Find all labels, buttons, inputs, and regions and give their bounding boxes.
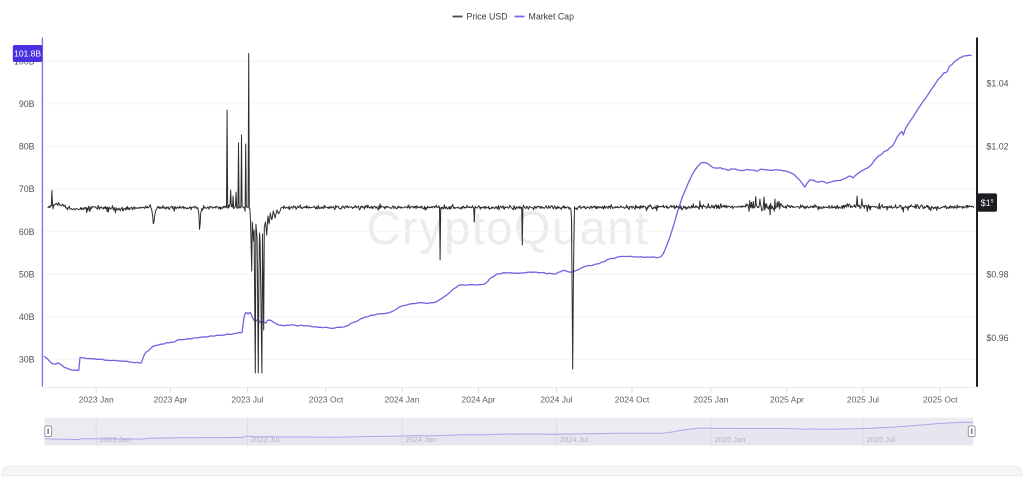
svg-text:2024 Jan: 2024 Jan xyxy=(385,395,420,405)
svg-text:30B: 30B xyxy=(19,355,35,365)
svg-text:2025 Jul: 2025 Jul xyxy=(847,395,879,405)
svg-text:$1.02: $1.02 xyxy=(987,141,1009,151)
svg-text:2023 Jan: 2023 Jan xyxy=(79,395,114,405)
svg-text:$1s: $1s xyxy=(981,198,994,208)
svg-text:$1.04: $1.04 xyxy=(987,78,1009,88)
svg-text:50B: 50B xyxy=(19,269,35,279)
svg-text:$0.96: $0.96 xyxy=(987,333,1009,343)
svg-text:2025 Apr: 2025 Apr xyxy=(770,395,804,405)
svg-text:$0.98: $0.98 xyxy=(987,269,1009,279)
svg-text:40B: 40B xyxy=(19,312,35,322)
svg-text:Price USD: Price USD xyxy=(467,12,508,22)
svg-text:2024 Jul: 2024 Jul xyxy=(540,395,572,405)
svg-text:Market Cap: Market Cap xyxy=(529,12,575,22)
svg-text:2024 Jul: 2024 Jul xyxy=(560,435,589,444)
svg-text:2024 Jan: 2024 Jan xyxy=(406,435,437,444)
svg-text:2025 Jan: 2025 Jan xyxy=(694,395,729,405)
svg-text:60B: 60B xyxy=(19,227,35,237)
svg-text:2024 Oct: 2024 Oct xyxy=(615,395,650,405)
svg-text:2025 Jul: 2025 Jul xyxy=(867,435,896,444)
svg-text:101.8B: 101.8B xyxy=(14,49,41,59)
svg-text:2023 Jul: 2023 Jul xyxy=(251,435,280,444)
svg-text:90B: 90B xyxy=(19,99,35,109)
svg-text:80B: 80B xyxy=(19,142,35,152)
svg-text:70B: 70B xyxy=(19,184,35,194)
svg-text:2023 Oct: 2023 Oct xyxy=(309,395,344,405)
svg-text:2023 Apr: 2023 Apr xyxy=(153,395,187,405)
svg-text:2025 Oct: 2025 Oct xyxy=(923,395,958,405)
svg-text:CryptoQuant: CryptoQuant xyxy=(367,201,650,254)
svg-text:2023 Jul: 2023 Jul xyxy=(231,395,263,405)
svg-text:2023 Jan: 2023 Jan xyxy=(100,435,131,444)
svg-text:2025 Jan: 2025 Jan xyxy=(715,435,746,444)
svg-text:2024 Apr: 2024 Apr xyxy=(461,395,495,405)
